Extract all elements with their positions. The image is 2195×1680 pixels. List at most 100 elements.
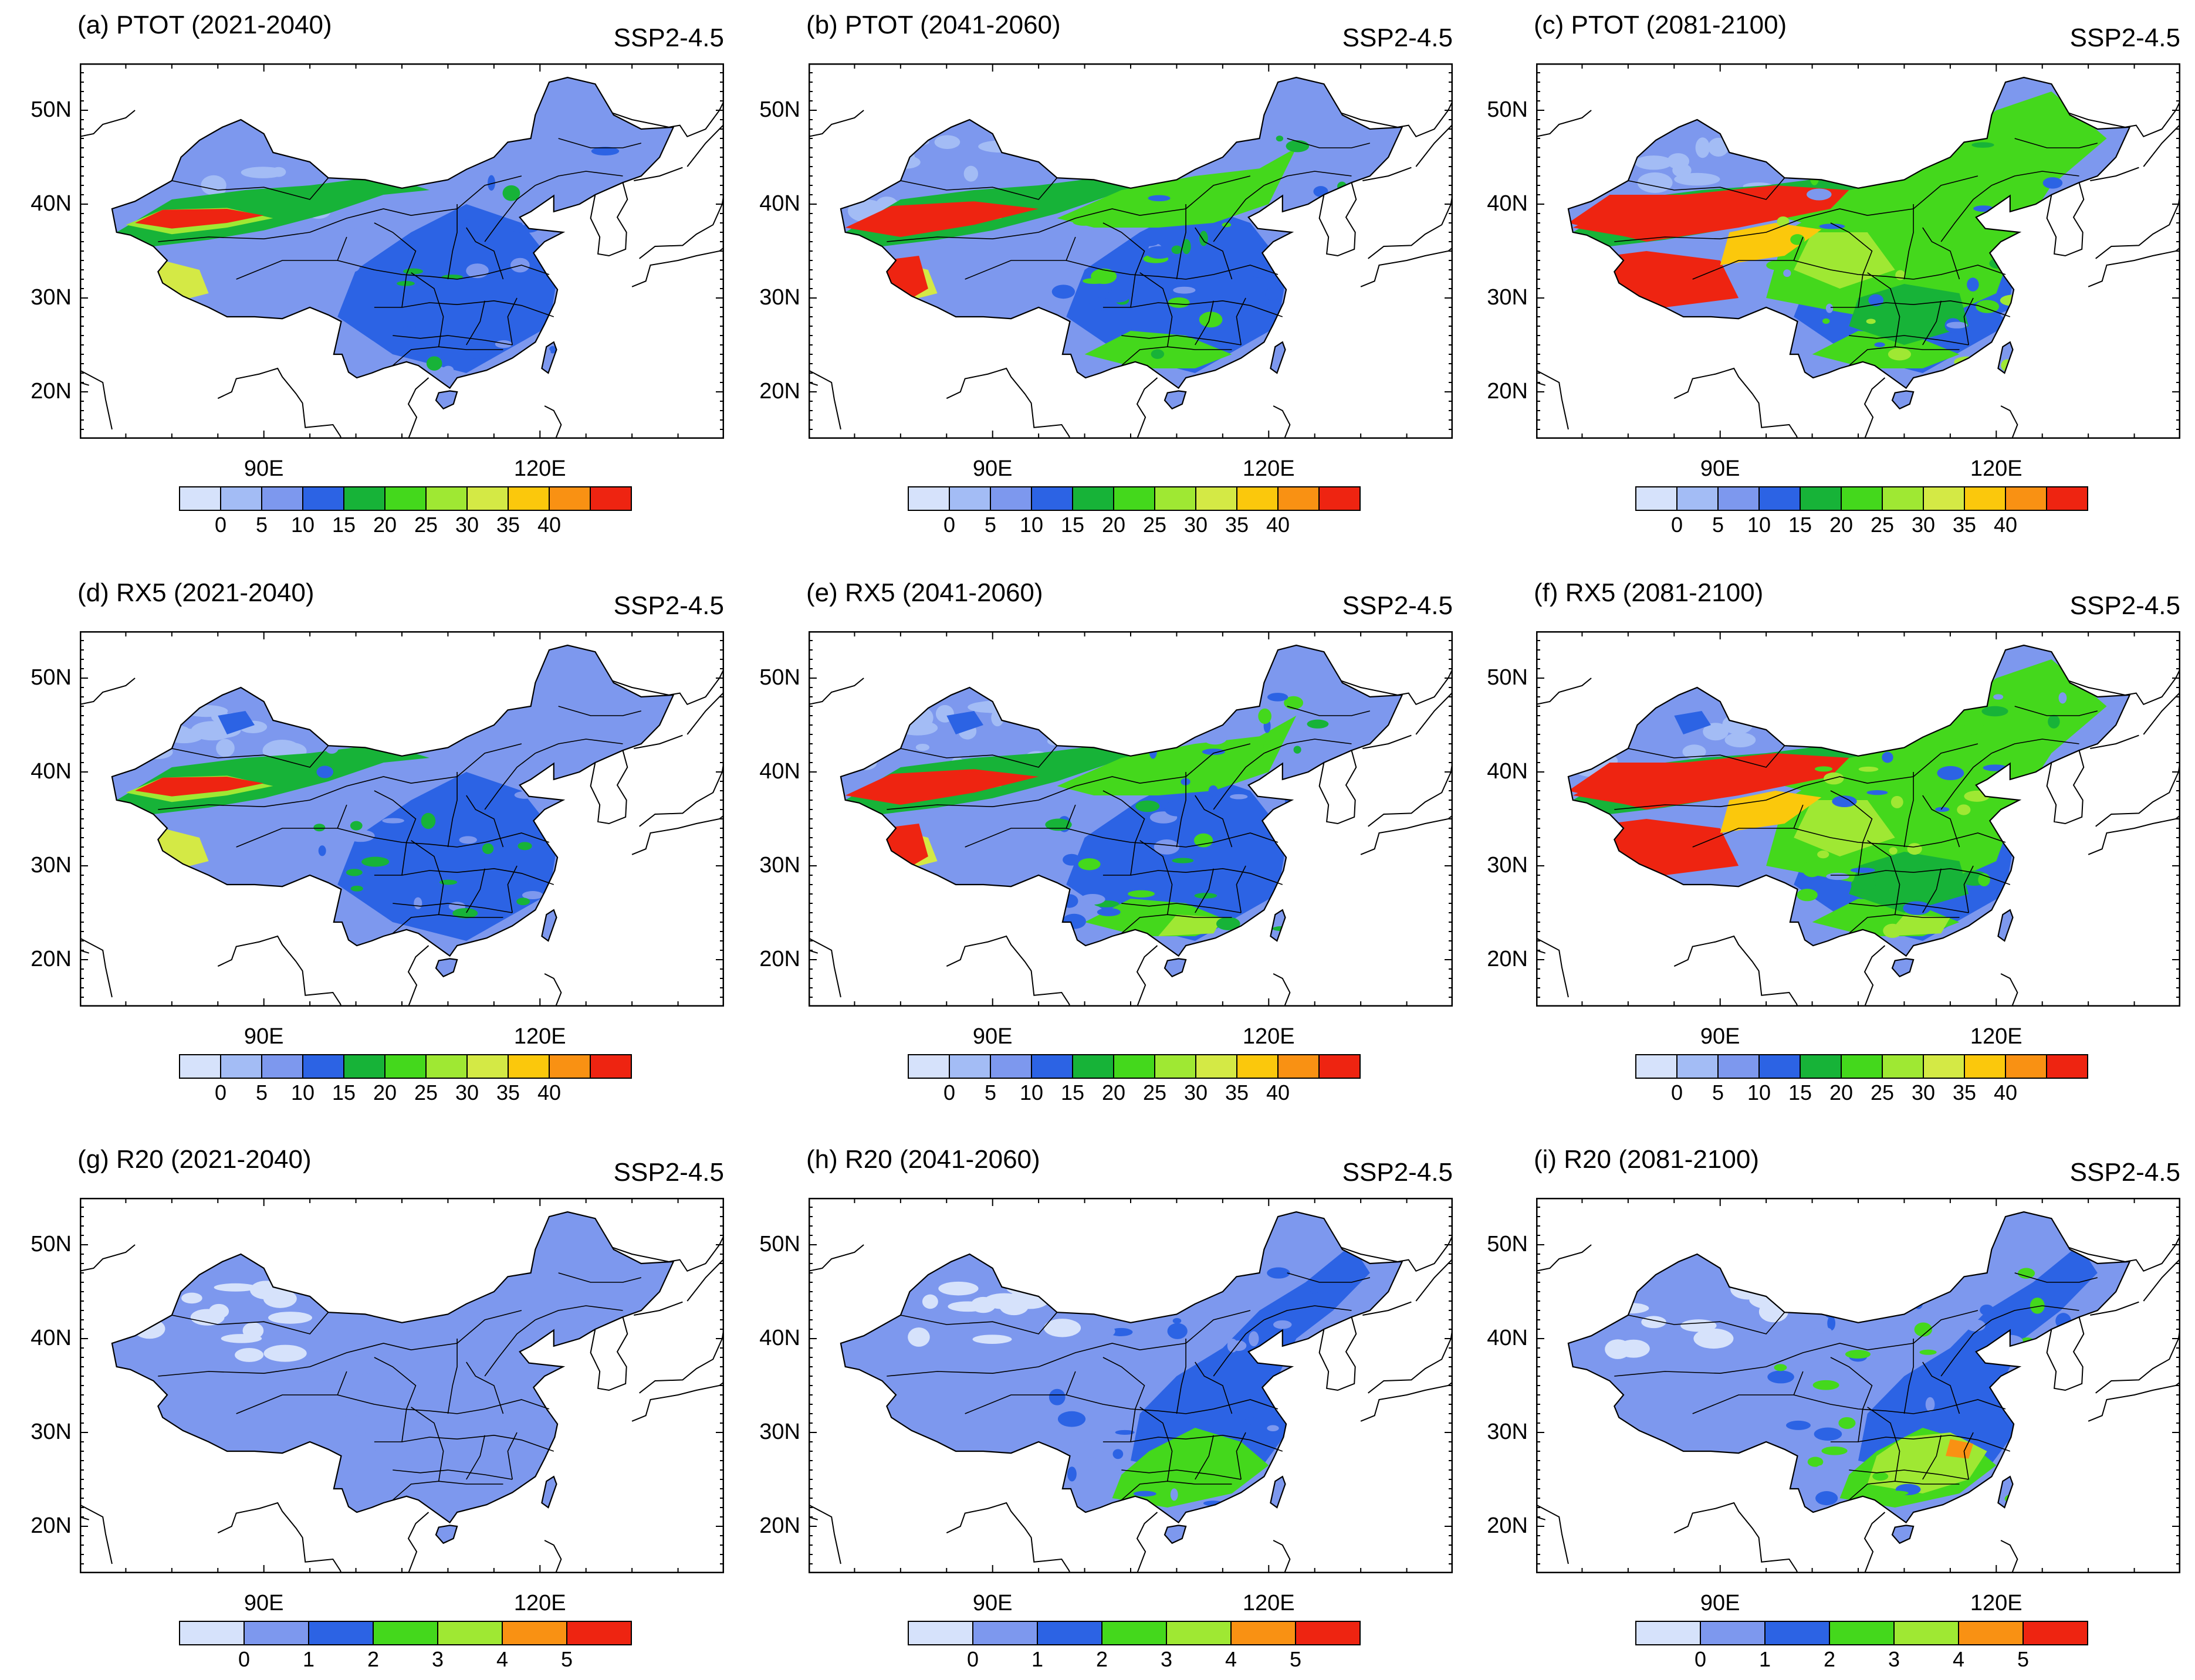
colorbar-label: 3: [1888, 1647, 1900, 1671]
colorbar-swatch: [425, 486, 468, 511]
map-plot: [809, 631, 1453, 1007]
province-border: [900, 745, 1058, 768]
lat-label: 20N: [1487, 1513, 1528, 1538]
coastline: [1362, 167, 1412, 181]
field-patch: [1967, 277, 1979, 292]
colorbar: [179, 1054, 632, 1079]
island-border: [1164, 1525, 1187, 1544]
province-border: [1922, 795, 1960, 848]
coastline: [809, 1504, 841, 1564]
field-patch: [1767, 1370, 1794, 1384]
map-plot: [1536, 63, 2180, 439]
field-patch: [1276, 136, 1284, 142]
axis-ticks: [80, 631, 724, 1007]
colorbar-swatch: [1764, 1621, 1830, 1645]
coastline: [217, 1502, 358, 1573]
colorbar-label: 2: [367, 1647, 380, 1671]
colorbar-swatch: [1072, 486, 1114, 511]
field-patch: [1063, 853, 1081, 866]
lat-label: 40N: [1487, 759, 1528, 784]
province-border: [393, 335, 513, 346]
colorbar-label: 40: [537, 513, 562, 537]
colorbar-label: 35: [496, 1081, 520, 1105]
coastline: [631, 192, 724, 287]
field-patch: [2048, 714, 2060, 729]
field-patch: [316, 1329, 330, 1340]
panel-title: (d) RX5 (2021-2040): [77, 578, 314, 607]
province-border: [158, 175, 522, 242]
field-patch: [934, 135, 960, 149]
province-border: [466, 795, 504, 848]
coastline: [2046, 182, 2085, 257]
field-patch: [350, 885, 363, 892]
colorbar-swatch: [590, 486, 632, 511]
colorbar-swatch: [590, 1054, 632, 1079]
coastline: [407, 1512, 429, 1573]
coastline: [1360, 192, 1453, 287]
field-patch: [1203, 731, 1227, 745]
coastline: [809, 1244, 864, 1272]
island-border: [435, 958, 458, 978]
province-border: [1922, 1361, 1960, 1414]
province-border: [1903, 772, 1914, 848]
coastline: [544, 1540, 562, 1573]
colorbar-label: 0: [966, 1647, 979, 1671]
colorbar-swatch: [1841, 486, 1883, 511]
field-contour: [1568, 753, 1849, 809]
field-patch: [1872, 1472, 1889, 1481]
field-patch: [1797, 889, 1818, 902]
field-contour: [1946, 1439, 1974, 1459]
colorbar-label: 15: [1788, 1081, 1812, 1105]
field-patch: [1273, 1320, 1292, 1329]
field-contour: [1812, 331, 1960, 368]
coastline: [686, 1255, 724, 1302]
province-border: [1102, 222, 1145, 308]
colorbar-label: 5: [1289, 1647, 1302, 1671]
coastline: [809, 110, 864, 137]
lon-label: 90E: [1700, 1024, 1740, 1049]
lat-label: 20N: [31, 379, 72, 404]
colorbar-swatch: [1154, 1054, 1196, 1079]
panel-title: (h) R20 (2041-2060): [806, 1145, 1040, 1174]
coastline: [946, 1502, 1087, 1573]
colorbar-label: 20: [1101, 513, 1126, 537]
field-contour: [1131, 1245, 1370, 1475]
lat-label: 30N: [31, 853, 72, 878]
field-patch: [1814, 766, 1833, 772]
island-border: [1270, 1475, 1286, 1509]
field-patch: [1868, 294, 1884, 306]
colorbar-label: 0: [943, 1081, 956, 1105]
province-border: [1849, 903, 1969, 913]
coastline: [1536, 370, 1569, 430]
field-patch: [1976, 300, 2000, 313]
province-border: [887, 1310, 1251, 1377]
field-patch: [403, 1337, 420, 1347]
field-patch: [1882, 751, 1893, 763]
province-border: [447, 204, 458, 280]
province-border: [558, 138, 641, 148]
colorbar: [179, 486, 632, 511]
coastline: [2051, 1218, 2180, 1272]
panel-scenario: SSP2-4.5: [2069, 1158, 2180, 1187]
coastline: [2000, 973, 2018, 1007]
field-patch: [2031, 185, 2043, 191]
field-contour: [1720, 223, 1822, 265]
province-border: [466, 868, 485, 913]
field-patch: [412, 1353, 435, 1363]
field-patch: [1625, 1342, 1638, 1357]
field-patch: [1802, 861, 1822, 878]
field-patch: [355, 1428, 366, 1436]
coastline: [1360, 1326, 1453, 1422]
field-contour: [946, 711, 983, 734]
lat-label: 40N: [759, 191, 800, 216]
field-patch: [439, 879, 458, 885]
colorbar-swatch: [1829, 1621, 1895, 1645]
province-border: [887, 175, 1251, 242]
lat-label: 30N: [759, 285, 800, 310]
lat-label: 50N: [31, 1232, 72, 1256]
field-contour: [845, 769, 1039, 805]
field-patch: [442, 365, 454, 374]
field-patch: [1251, 270, 1273, 279]
field-patch: [915, 743, 930, 751]
field-patch: [2042, 1289, 2055, 1305]
